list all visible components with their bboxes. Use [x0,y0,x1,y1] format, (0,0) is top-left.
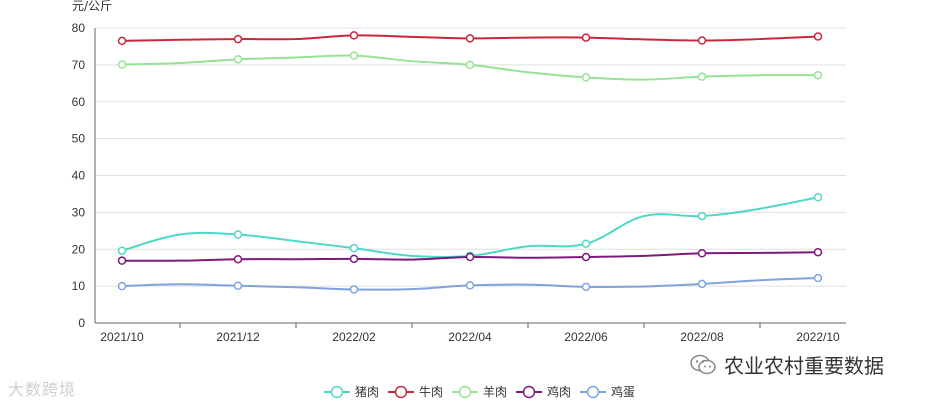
data-point [813,247,823,257]
x-tick-label: 2022/06 [564,330,608,344]
data-point [813,70,823,80]
data-point [581,252,591,262]
data-point [581,73,591,82]
data-point [697,279,707,289]
watermark-right: 农业农村重要数据 [690,350,884,379]
data-point [581,33,591,42]
data-point [465,281,475,290]
series-牛肉 [117,31,823,46]
data-point [233,281,243,291]
legend-swatch-marker [458,385,472,399]
legend-swatch-marker [394,385,408,399]
y-tick-label: 20 [72,242,86,256]
data-point [465,60,475,70]
data-point [349,254,359,264]
data-point [581,282,591,292]
data-point [697,211,707,221]
x-tick-label: 2022/10 [796,330,840,344]
x-tick-label: 2022/02 [332,330,376,344]
data-point [233,55,243,64]
series-鸡蛋 [117,273,823,294]
series-line [121,196,819,259]
data-point [349,51,359,60]
legend-label: 猪肉 [355,385,379,399]
data-point [581,239,591,248]
watermark-left-text: 大数跨境 [8,380,77,399]
legend-label: 鸡肉 [547,384,571,399]
y-tick-label: 80 [72,21,86,35]
legend-label: 羊肉 [483,384,507,399]
data-point [233,34,243,44]
y-axis-unit-label: 元/公斤 [72,0,112,13]
data-point [697,36,707,45]
legend-label: 鸡蛋 [611,384,635,399]
data-point [349,31,359,40]
data-point [813,32,823,41]
y-tick-label: 10 [72,279,86,293]
legend-swatch-marker [522,385,536,399]
x-tick-label: 2022/04 [448,330,492,344]
data-point [465,34,475,43]
data-point [349,243,359,253]
axes: 0 10 20 30 40 50 60 70 80 2021/10 2021/12 2022/02 20… [72,21,846,344]
data-point [117,281,127,291]
data-point [117,256,127,265]
data-point [117,60,127,69]
data-point [117,36,127,46]
legend-item[interactable]: 鸡蛋 [580,384,635,399]
y-tick-label: 40 [72,169,86,183]
data-point [117,246,127,255]
y-tick-label: 50 [72,132,86,146]
legend-swatch-marker [330,385,344,399]
data-point [697,72,707,81]
legend-item[interactable]: 牛肉 [388,384,443,399]
legend-swatch-marker [586,385,600,399]
data-point [233,254,243,264]
legend-item[interactable]: 猪肉 [324,385,379,399]
series-羊肉 [117,51,823,82]
data-point [813,273,823,283]
watermark-right-text: 农业农村重要数据 [724,354,884,378]
data-point [813,193,823,202]
grid-lines [95,27,846,287]
legend-label: 牛肉 [419,384,443,399]
watermark-left: 大数跨境 [8,376,76,400]
legend-item[interactable]: 羊肉 [452,384,507,399]
x-tick-label: 2021/12 [216,330,260,344]
x-tick-label: 2022/08 [680,330,724,344]
y-tick-label: 70 [72,58,86,72]
y-tick-label: 30 [72,205,86,219]
data-point [465,252,475,262]
series-layer [117,31,823,294]
data-point [349,285,359,294]
y-tick-label: 60 [72,95,86,109]
data-point [697,249,707,258]
y-tick-label: 0 [78,316,85,330]
legend: 猪肉 牛肉 羊肉 鸡肉 鸡蛋 [324,384,635,399]
data-point [233,230,243,239]
wechat-icon [690,354,716,374]
x-tick-label: 2021/10 [100,330,144,344]
legend-item[interactable]: 鸡肉 [516,384,571,399]
series-鸡肉 [117,247,823,265]
